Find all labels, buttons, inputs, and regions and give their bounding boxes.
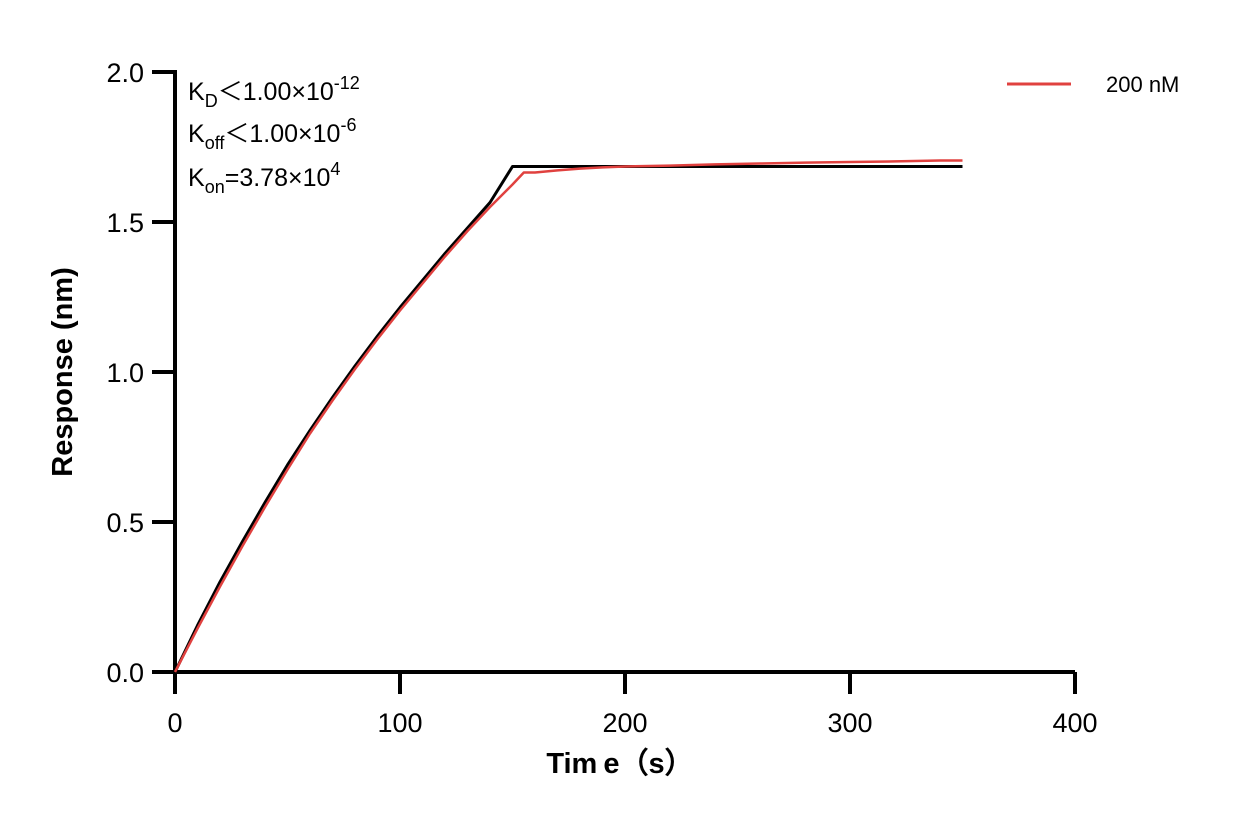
y-ticks: 0.0 0.5 1.0 1.5 2.0 xyxy=(106,58,175,688)
x-axis-title-part-2: e xyxy=(603,748,619,780)
x-tick-label: 400 xyxy=(1052,708,1097,738)
kon-main: K xyxy=(188,164,205,192)
x-ticks: 0 100 200 300 400 xyxy=(167,672,1098,738)
kon-sub: on xyxy=(205,177,225,197)
y-tick-label: 0.0 xyxy=(106,658,144,688)
kon-rel: =3.78×10 xyxy=(225,164,331,192)
fit-curve-line xyxy=(173,165,963,673)
x-axis-title-part-3: （ xyxy=(620,747,649,780)
kd-main: K xyxy=(188,78,205,106)
x-tick-label: 0 xyxy=(167,708,182,738)
y-tick-label: 0.5 xyxy=(106,508,144,538)
x-axis-title-part-5: ） xyxy=(665,747,694,780)
y-tick-label: 1.0 xyxy=(106,358,144,388)
series-layer xyxy=(173,159,963,673)
legend: 200 nM xyxy=(1007,72,1179,97)
kon-annotation: Kon=3.78×104 xyxy=(188,159,340,197)
kinetic-constants: KD＜1.00×10-12 Koff＜1.00×10-6 Kon=3.78×10… xyxy=(188,73,360,197)
x-axis-title-part-4: s xyxy=(649,748,665,780)
x-axis-title: Tim e（s） xyxy=(546,747,693,780)
y-axis-title: Response (nm) xyxy=(47,267,79,476)
koff-rel: ＜1.00×10 xyxy=(224,120,340,148)
kd-annotation: KD＜1.00×10-12 xyxy=(188,73,360,111)
kd-sup: -12 xyxy=(334,73,360,93)
x-tick-label: 300 xyxy=(827,708,872,738)
y-tick-label: 2.0 xyxy=(106,58,144,88)
koff-sub: off xyxy=(205,133,226,153)
koff-main: K xyxy=(188,120,205,148)
kon-sup: 4 xyxy=(330,159,340,179)
y-tick-label: 1.5 xyxy=(106,208,144,238)
legend-label-200nm: 200 nM xyxy=(1106,72,1179,97)
x-axis-title-part-1: Tim xyxy=(546,748,597,780)
koff-sup: -6 xyxy=(340,115,356,135)
x-tick-label: 100 xyxy=(377,708,422,738)
koff-annotation: Koff＜1.00×10-6 xyxy=(188,115,356,153)
x-tick-label: 200 xyxy=(602,708,647,738)
series-line-200nm xyxy=(173,159,963,673)
kd-rel: ＜1.00×10 xyxy=(218,78,334,106)
kd-sub: D xyxy=(205,91,218,111)
